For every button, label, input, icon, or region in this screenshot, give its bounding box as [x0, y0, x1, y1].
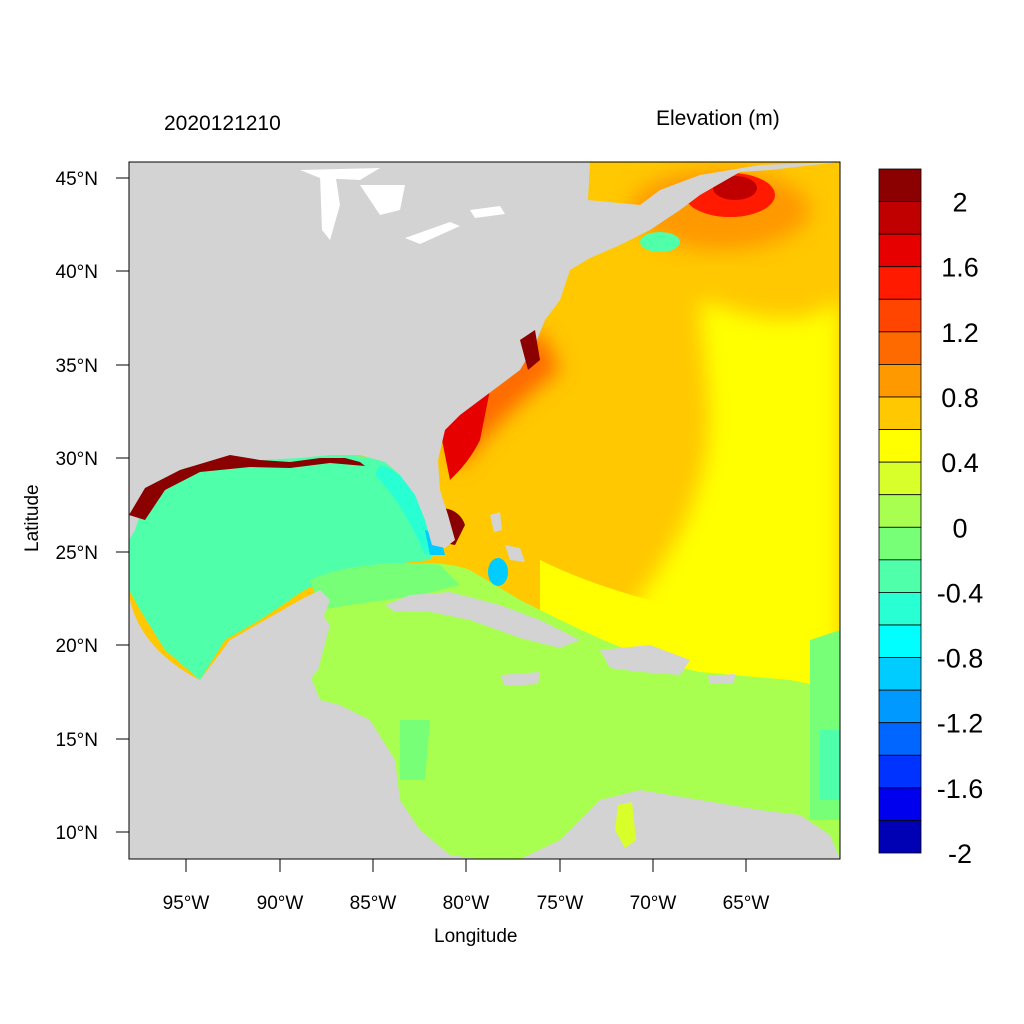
land-cuba	[385, 592, 580, 648]
colorbar-segment	[878, 331, 922, 365]
lat-tick-label: 45°N	[56, 169, 98, 190]
colorbar-segment	[878, 787, 922, 821]
land-bahamas-1	[490, 512, 502, 532]
lat-tick-label: 35°N	[56, 356, 98, 377]
latitude-axis: 45°N 40°N 35°N 30°N 25°N 20°N 15°N 10°N	[56, 169, 129, 844]
lat-tick-label: 15°N	[56, 730, 98, 751]
lake-huron	[360, 185, 405, 215]
colorbar-label: 0	[952, 513, 967, 543]
region-yucatan-channel	[310, 563, 460, 610]
region-lesser-antilles-edge	[820, 730, 840, 800]
lat-tick-label: 40°N	[56, 262, 98, 283]
colorbar-label: -0.8	[937, 644, 984, 674]
colorbar-segment	[878, 657, 922, 691]
region-bay-of-fundy	[713, 176, 757, 200]
colorbar-segment	[878, 201, 922, 235]
colorbar-segment	[878, 298, 922, 333]
colorbar-label: 0.8	[941, 383, 979, 413]
longitude-axis: 95°W 90°W 85°W 80°W 75°W 70°W 65°W	[163, 859, 770, 914]
timestamp-title: 2020121210	[164, 112, 281, 135]
colorbar-label: -0.4	[937, 578, 984, 608]
colorbar-label: 0.4	[941, 448, 979, 478]
colorbar-label: -1.6	[937, 774, 984, 804]
land-south-america	[520, 790, 840, 859]
colorbar-label: 2	[952, 188, 967, 218]
lake-michigan	[320, 172, 340, 240]
land-bahamas-2	[505, 545, 525, 562]
plot-frame	[128, 161, 841, 860]
land-north-america	[129, 162, 840, 548]
region-lake-maracaibo	[615, 802, 636, 848]
colorbar-segment	[878, 820, 922, 854]
colorbar-label: -2	[948, 839, 972, 869]
lon-tick-label: 75°W	[537, 893, 584, 914]
lat-tick-label: 10°N	[56, 823, 98, 844]
lon-tick-label: 80°W	[443, 893, 490, 914]
region-gulf-coast-surge	[129, 455, 365, 520]
lon-tick-label: 95°W	[163, 893, 210, 914]
lake-erie	[405, 222, 460, 244]
colorbar-segment	[878, 754, 922, 789]
region-great-bahama-bank	[488, 558, 508, 586]
lon-tick-label: 65°W	[723, 893, 770, 914]
colorbar: 2 1.6 1.2 0.8 0.4 0 -0.4 -0.8 -1.2 -1.6 -2	[878, 168, 984, 869]
colorbar-label: 1.2	[941, 318, 979, 348]
land-mexico-central-america	[129, 590, 480, 859]
lon-tick-label: 90°W	[257, 893, 304, 914]
lake-superior	[300, 168, 380, 180]
colorbar-segment	[878, 429, 922, 463]
colorbar-label: -1.2	[937, 709, 984, 739]
colorbar-segment	[878, 722, 922, 756]
colorbar-segment	[878, 461, 922, 496]
plot-area	[129, 162, 840, 859]
land-hispaniola	[600, 645, 690, 675]
colorbar-segment	[878, 168, 922, 202]
colorbar-segment	[878, 559, 922, 593]
lat-tick-label: 30°N	[56, 449, 98, 470]
colorbar-segment	[878, 526, 922, 561]
land-yucatan	[265, 610, 330, 690]
lat-tick-label: 25°N	[56, 543, 98, 564]
region-west-florida-shelf	[375, 465, 440, 555]
lon-tick-label: 70°W	[630, 893, 677, 914]
colorbar-segment	[878, 592, 922, 626]
colorbar-segment	[878, 494, 922, 528]
colorbar-segment	[878, 364, 922, 398]
region-open-atlantic-south	[560, 300, 840, 700]
colorbar-segment	[878, 266, 922, 300]
colorbar-segment	[878, 233, 922, 268]
region-long-island-sound	[640, 232, 680, 252]
region-nicaragua-shelf	[400, 720, 430, 780]
region-gulf-of-mexico	[129, 454, 440, 680]
variable-title: Elevation (m)	[656, 107, 780, 130]
colorbar-label: 1.6	[941, 253, 979, 283]
lon-tick-label: 85°W	[350, 893, 397, 914]
colorbar-segment	[878, 624, 922, 658]
region-southeast-us-shelf-inner	[440, 390, 490, 480]
lat-tick-label: 20°N	[56, 636, 98, 657]
land-puerto-rico	[708, 674, 735, 684]
region-chesapeake-surge	[520, 330, 540, 370]
colorbar-segment	[878, 396, 922, 430]
land-jamaica	[500, 672, 540, 686]
colorbar-segment	[878, 689, 922, 724]
x-axis-label: Longitude	[434, 926, 518, 947]
lake-ontario	[470, 206, 505, 218]
